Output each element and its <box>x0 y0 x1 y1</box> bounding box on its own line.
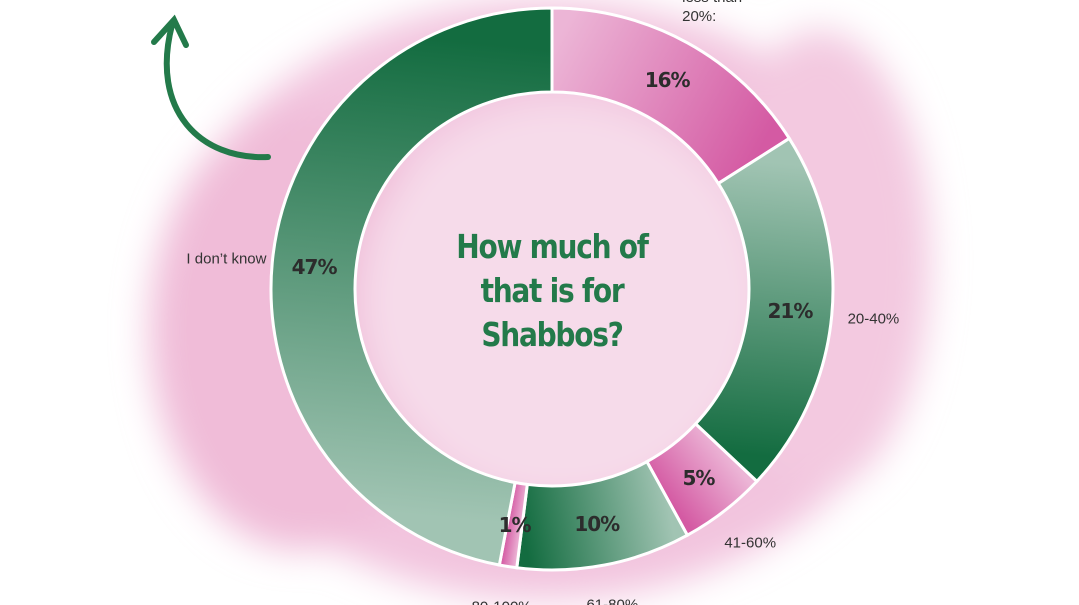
category-label: less than 20%: <box>682 0 742 25</box>
donut-segment <box>269 6 554 567</box>
value-label: 5% <box>682 465 716 490</box>
category-label: 61-80% <box>567 596 657 605</box>
value-label: 10% <box>574 511 620 536</box>
category-label: 20-40% <box>847 310 900 328</box>
category-label: 80-100% <box>457 598 547 605</box>
value-label: 16% <box>644 67 691 92</box>
category-label: 41-60% <box>724 534 777 552</box>
value-label: 47% <box>291 254 338 279</box>
value-label: 1% <box>498 513 532 538</box>
chart-title: How much of that is for Shabbos? <box>456 227 649 354</box>
category-label: I don’t know <box>186 250 267 268</box>
value-label: 21% <box>767 299 814 324</box>
arrow <box>151 14 271 161</box>
